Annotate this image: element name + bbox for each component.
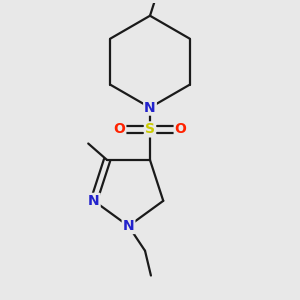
Text: O: O <box>113 122 125 136</box>
Text: N: N <box>123 219 134 233</box>
Text: S: S <box>145 122 155 136</box>
Text: O: O <box>175 122 187 136</box>
Text: N: N <box>144 100 156 115</box>
Text: N: N <box>88 194 100 208</box>
